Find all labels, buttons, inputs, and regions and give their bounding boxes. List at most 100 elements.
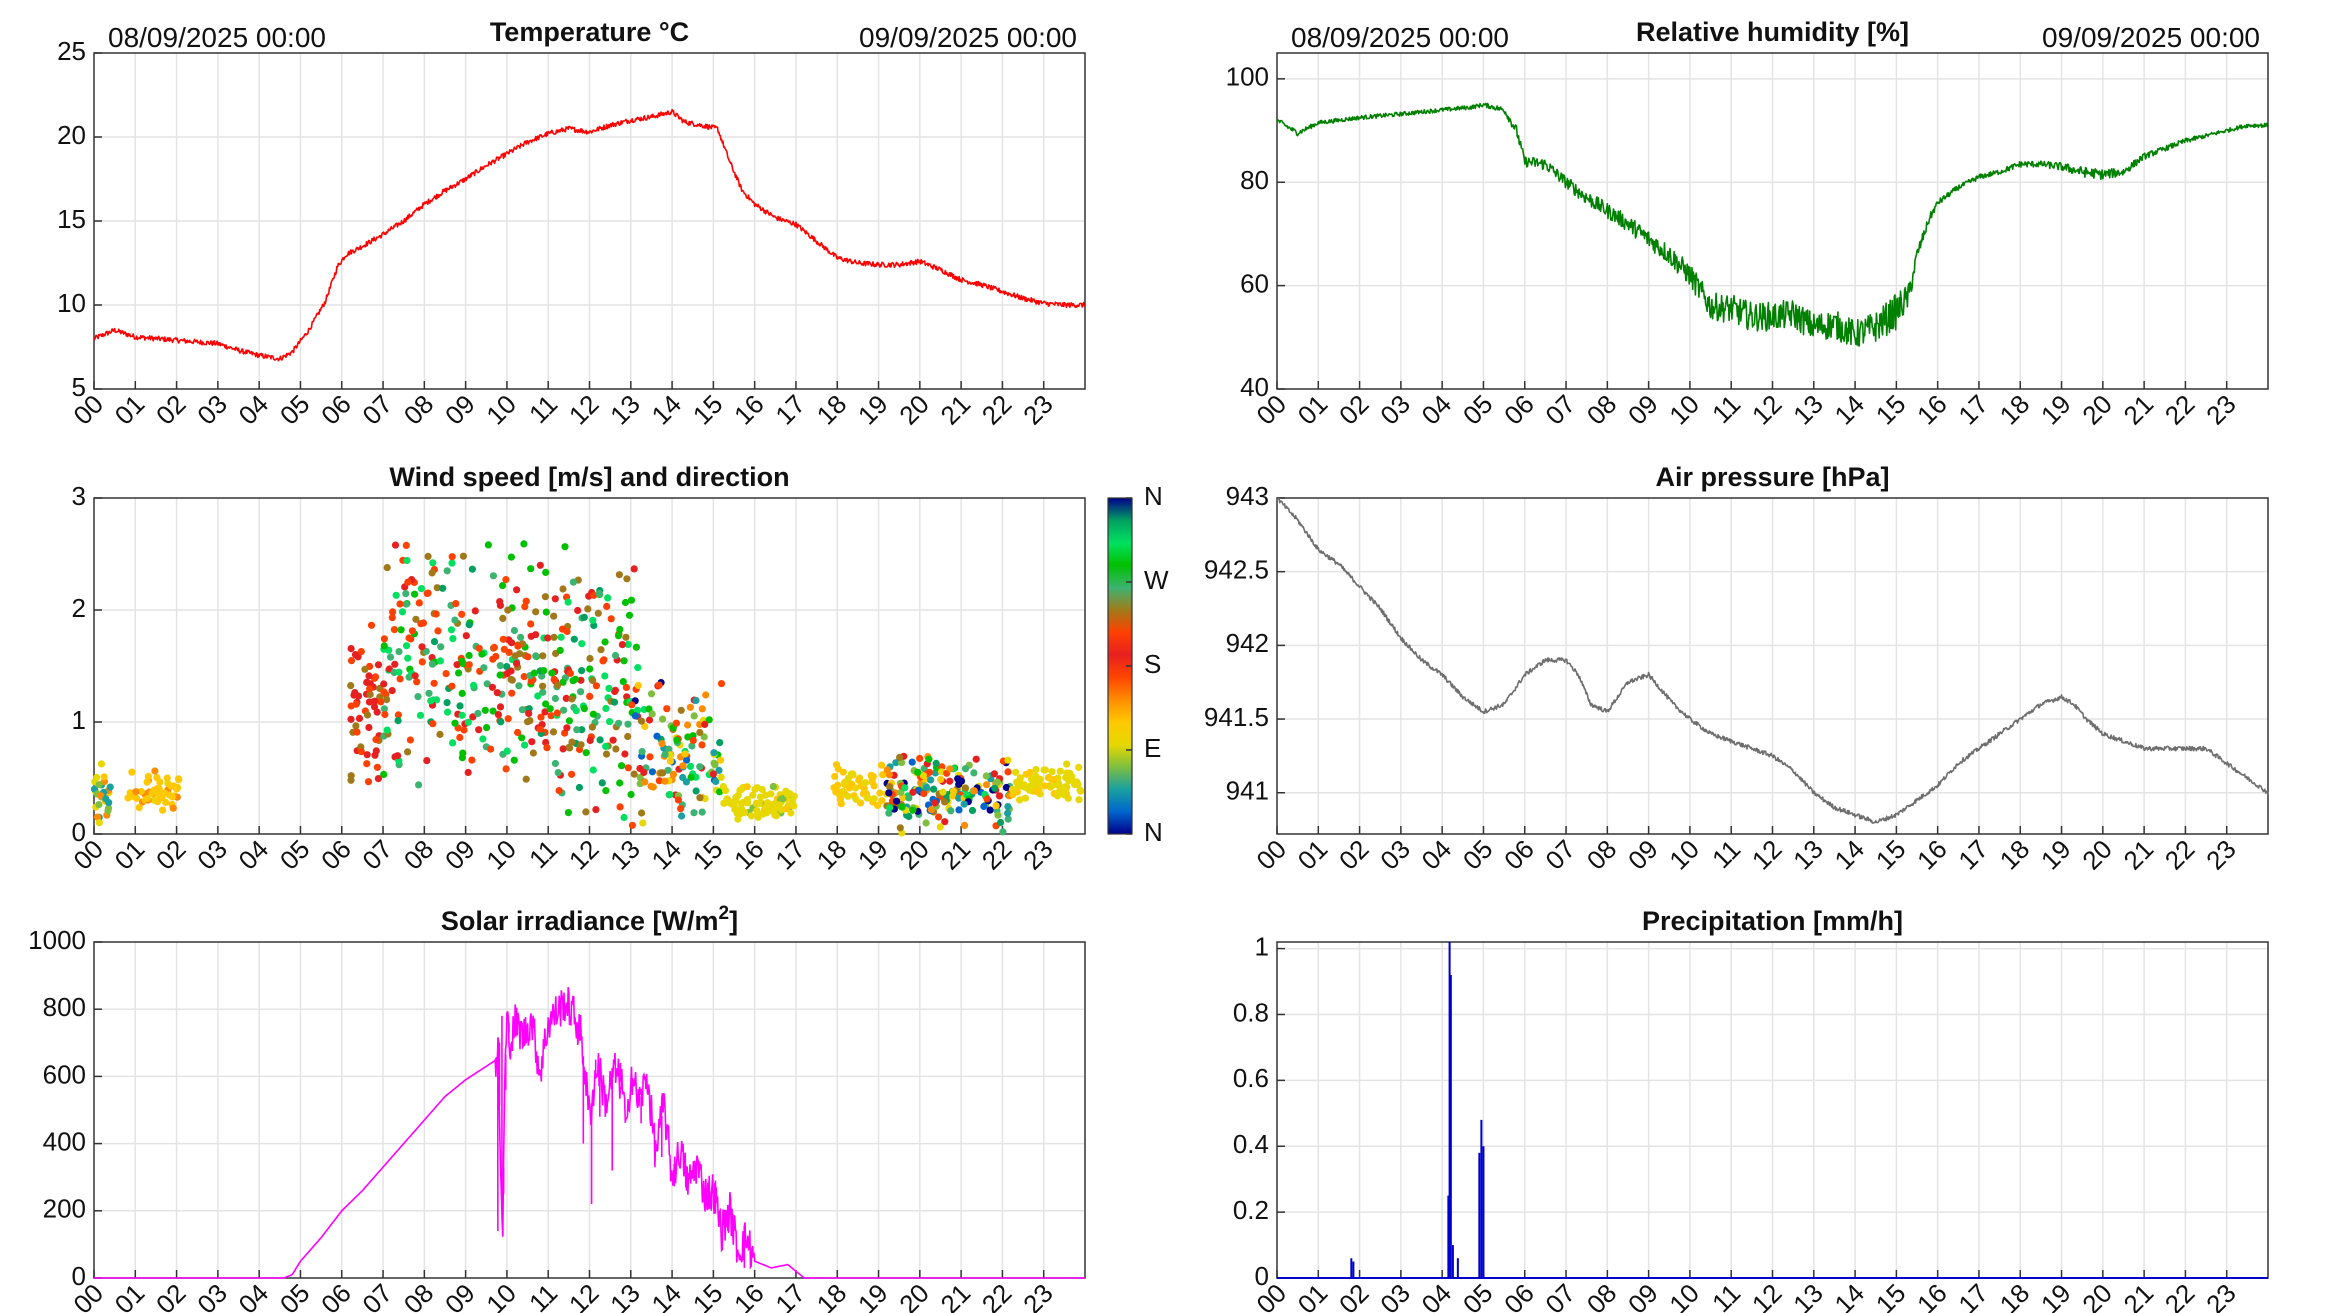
wind-point: [460, 726, 468, 734]
wind-point: [970, 787, 979, 795]
wind-point: [661, 751, 669, 759]
humidity-xtick-label: 12: [1746, 389, 1788, 431]
wind-point: [925, 755, 933, 763]
wind-point: [893, 797, 901, 805]
humidity-xtick-label: 09: [1622, 389, 1664, 431]
wind-point: [980, 802, 988, 811]
wind-point: [666, 790, 674, 799]
wind-xtick-label: 22: [976, 834, 1018, 876]
colorbar-label: S: [1144, 649, 1161, 679]
wind-point: [95, 801, 103, 809]
solar-xtick-label: 23: [1017, 1278, 1059, 1313]
wind-point: [436, 730, 444, 739]
wind-point: [582, 749, 590, 757]
wind-point: [717, 756, 725, 764]
wind-point: [950, 787, 958, 795]
pressure-xtick-label: 15: [1870, 834, 1912, 876]
pressure-xtick-label: 17: [1952, 834, 1994, 876]
wind-point: [405, 634, 413, 642]
solar-xtick-label: 21: [935, 1278, 977, 1313]
wind-point: [786, 790, 794, 798]
wind-point: [892, 759, 900, 767]
wind-point: [366, 690, 374, 699]
wind-point: [631, 712, 640, 720]
wind-point: [95, 819, 103, 827]
wind-point: [163, 774, 171, 782]
wind-point: [437, 643, 445, 651]
temperature-date-start: 08/09/2025 00:00: [108, 22, 326, 53]
wind-point: [566, 669, 575, 678]
wind-point: [648, 768, 657, 776]
wind-point: [551, 759, 560, 768]
wind-point: [993, 778, 1002, 786]
wind-point: [740, 808, 749, 817]
wind-point: [556, 646, 564, 655]
wind-point: [418, 658, 426, 666]
wind-xtick-label: 04: [233, 834, 275, 876]
wind-point: [624, 732, 632, 741]
wind-point: [677, 805, 685, 813]
wind-point: [589, 676, 597, 685]
precipitation-ytick-label: 0.2: [1233, 1195, 1269, 1225]
wind-point: [443, 567, 451, 575]
wind-point: [530, 669, 539, 677]
wind-point: [165, 791, 173, 799]
wind-point: [150, 786, 158, 794]
wind-point: [417, 585, 426, 593]
solar-xtick-label: 01: [109, 1278, 151, 1313]
wind-point: [137, 787, 145, 796]
wind-point: [690, 712, 698, 720]
wind-point: [424, 552, 432, 561]
humidity-xtick-label: 10: [1663, 389, 1705, 431]
wind-point: [347, 657, 356, 665]
wind-point: [683, 756, 691, 764]
wind-xtick-label: 16: [728, 834, 770, 876]
solar-title-text: Solar irradiance [W/m: [441, 906, 719, 936]
pressure-xtick-label: 04: [1416, 834, 1458, 876]
solar-xtick-label: 09: [439, 1278, 481, 1313]
solar-title-superscript: 2: [719, 903, 730, 924]
precipitation-xtick-label: 05: [1457, 1278, 1499, 1313]
solar-xtick-label: 16: [728, 1278, 770, 1313]
wind-point: [1016, 774, 1024, 782]
wind-point: [563, 724, 571, 732]
wind-point: [561, 543, 569, 551]
wind-point: [621, 750, 629, 758]
wind-point: [599, 657, 607, 665]
wind-point: [876, 789, 884, 797]
wind-point: [1076, 786, 1084, 794]
wind-point: [641, 778, 649, 786]
wind-point: [689, 736, 697, 745]
wind-point: [982, 772, 990, 780]
wind-point: [433, 584, 441, 592]
wind-point: [646, 753, 654, 761]
humidity-xtick-label: 13: [1787, 389, 1829, 431]
pressure-xtick-label: 02: [1333, 834, 1375, 876]
wind-point: [403, 556, 411, 565]
wind-point: [877, 761, 886, 769]
wind-point: [514, 728, 522, 737]
wind-point: [1032, 780, 1040, 788]
wind-point: [539, 652, 547, 660]
wind-point: [834, 787, 842, 796]
wind-point: [914, 768, 922, 776]
wind-xtick-label: 15: [687, 834, 729, 876]
wind-point: [458, 689, 466, 698]
wind-point: [423, 589, 431, 598]
wind-point: [143, 794, 151, 803]
wind-point: [483, 724, 491, 732]
solar-xtick-label: 07: [356, 1278, 398, 1313]
wind-point: [946, 777, 954, 785]
wind-point: [391, 541, 400, 549]
wind-point: [455, 669, 463, 677]
temperature-ytick-label: 10: [57, 288, 86, 318]
wind-point: [716, 739, 724, 747]
wind-point: [347, 645, 355, 653]
wind-point: [456, 733, 464, 742]
wind-point: [717, 680, 726, 688]
wind-point: [488, 683, 496, 691]
wind-point: [372, 736, 380, 744]
precipitation-xtick-label: 03: [1374, 1278, 1416, 1313]
